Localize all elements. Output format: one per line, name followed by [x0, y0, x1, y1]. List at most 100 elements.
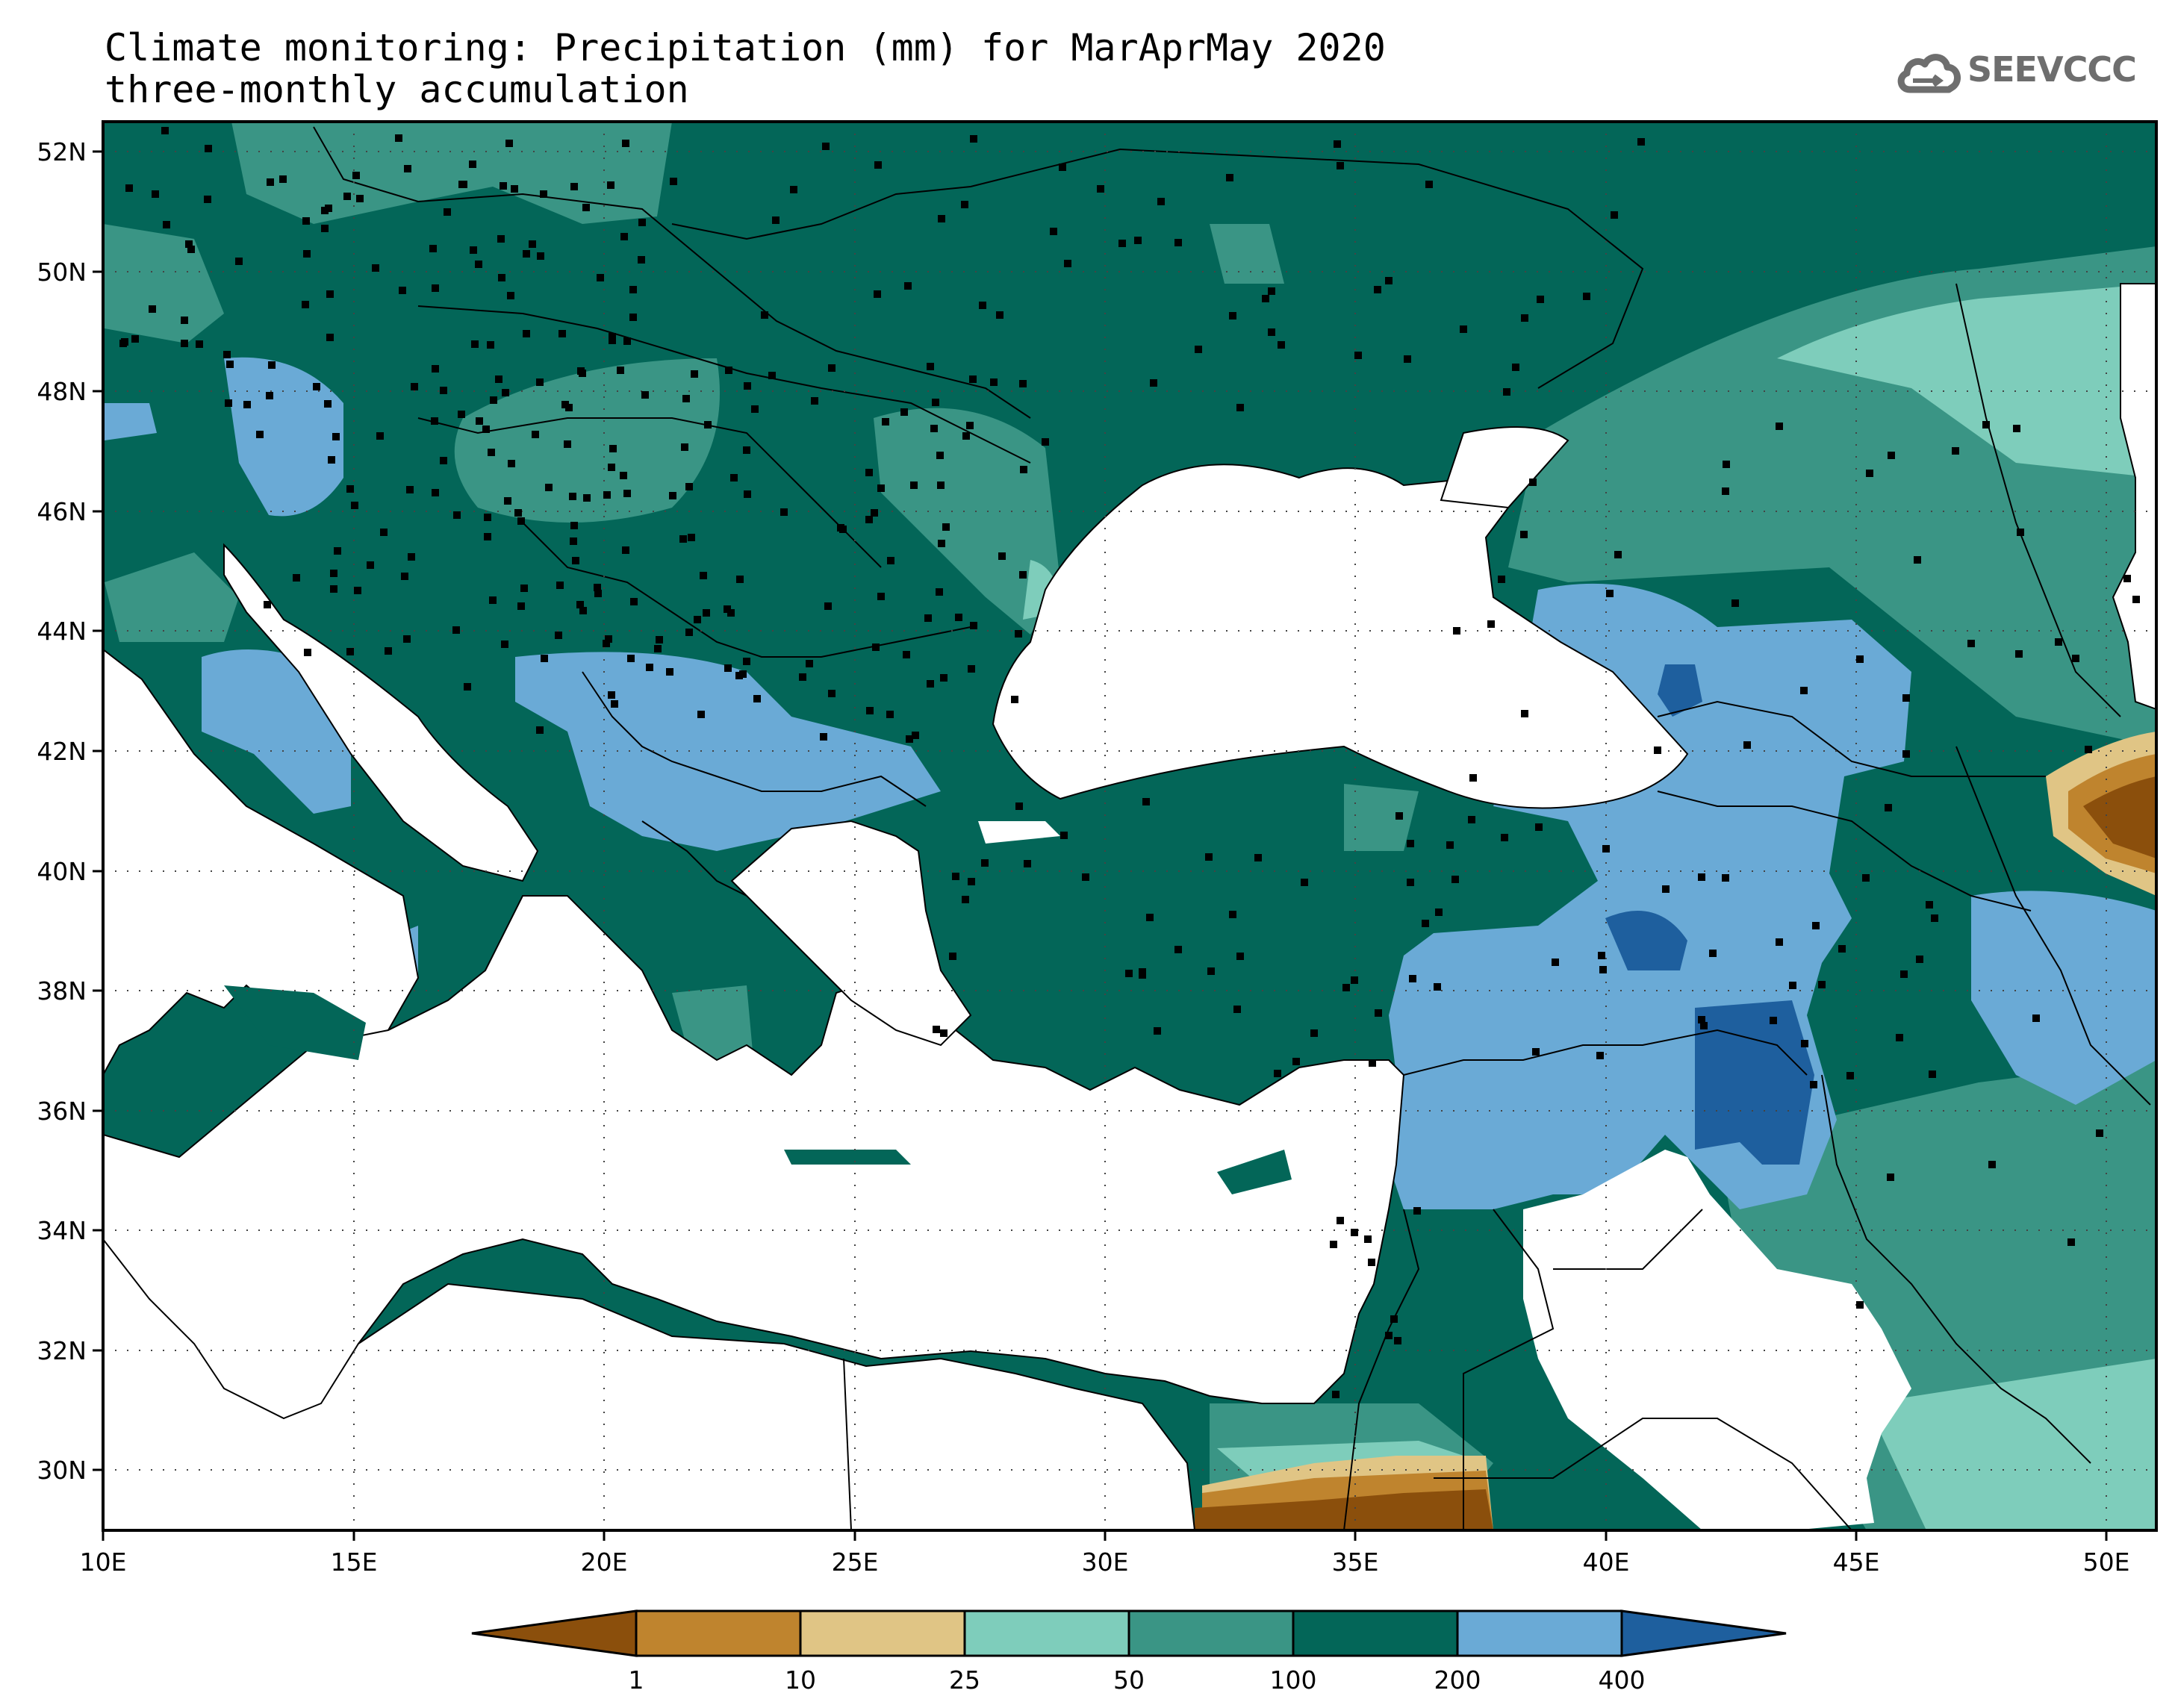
station-marker [452, 626, 460, 634]
station-marker [1134, 237, 1142, 244]
station-marker [1887, 1174, 1894, 1181]
station-marker [866, 707, 874, 714]
station-marker [1982, 421, 1990, 428]
station-marker [2085, 746, 2092, 753]
station-marker [1354, 352, 1362, 359]
station-marker [185, 240, 193, 248]
lon-label: 10E [80, 1548, 127, 1577]
station-marker [1902, 750, 1910, 758]
station-marker [2132, 596, 2140, 603]
station-marker [332, 433, 340, 440]
station-marker [1064, 260, 1071, 267]
station-marker [938, 215, 945, 222]
station-marker [1723, 461, 1730, 468]
station-marker [603, 491, 611, 499]
station-marker [1856, 1301, 1864, 1309]
station-marker [570, 183, 578, 190]
station-marker [354, 587, 361, 594]
station-marker [520, 585, 528, 592]
station-marker [1552, 959, 1559, 966]
station-marker [196, 340, 203, 348]
station-marker [1866, 470, 1873, 477]
station-marker [1698, 1016, 1705, 1023]
station-marker [1375, 1009, 1382, 1017]
colorbar [471, 1609, 1787, 1657]
station-markers [119, 127, 2140, 1398]
lat-label: 40N [37, 857, 87, 886]
station-marker [691, 370, 698, 378]
station-marker [1460, 325, 1467, 333]
station-marker [681, 443, 688, 451]
colorbar-labels: 1 10 25 50 100 200 400 [629, 1665, 1646, 1695]
station-marker [267, 178, 274, 186]
station-marker [1503, 388, 1510, 396]
station-marker [822, 143, 830, 150]
station-marker [1020, 466, 1027, 473]
station-marker [264, 601, 271, 608]
station-marker [623, 490, 631, 497]
station-marker [1150, 379, 1157, 387]
station-marker [125, 184, 133, 192]
station-marker [495, 375, 502, 383]
station-marker [1154, 1027, 1161, 1035]
station-marker [570, 522, 578, 529]
station-marker [572, 557, 579, 564]
station-marker [204, 196, 211, 203]
station-marker [1369, 1059, 1376, 1067]
station-marker [990, 378, 998, 386]
precip-25-50-regions [1023, 284, 2156, 1530]
station-marker [962, 432, 970, 440]
station-marker [1395, 812, 1403, 820]
station-marker [403, 635, 411, 643]
station-marker [293, 574, 300, 582]
colorbar-label: 400 [1599, 1665, 1646, 1695]
station-marker [163, 221, 170, 228]
station-marker [576, 601, 584, 608]
station-marker [697, 711, 705, 718]
station-marker [1205, 853, 1213, 861]
station-marker [961, 201, 968, 208]
station-marker [1342, 984, 1350, 991]
colorbar-segment [799, 1609, 966, 1657]
station-marker [321, 207, 329, 214]
station-marker [704, 421, 712, 428]
lon-label: 20E [581, 1548, 628, 1577]
station-marker [903, 651, 910, 658]
station-marker [505, 140, 513, 147]
station-marker [998, 552, 1006, 560]
station-marker [1236, 953, 1244, 960]
station-marker [1351, 976, 1358, 984]
station-marker [646, 664, 653, 671]
station-marker [968, 665, 975, 673]
station-marker [1521, 710, 1528, 717]
station-marker [837, 524, 844, 532]
station-marker [724, 605, 731, 613]
station-marker [1900, 970, 1908, 978]
station-marker [1146, 914, 1154, 921]
station-marker [1011, 696, 1018, 703]
station-marker [882, 418, 889, 426]
colorbar-label: 200 [1434, 1665, 1481, 1695]
station-marker [432, 284, 439, 292]
station-marker [1015, 630, 1022, 638]
station-marker [820, 733, 827, 741]
station-marker [490, 396, 497, 404]
station-marker [458, 411, 465, 418]
station-marker [131, 335, 139, 343]
station-marker [735, 672, 743, 679]
station-marker [376, 432, 384, 440]
station-marker [930, 425, 938, 432]
station-marker [313, 383, 320, 390]
station-marker [1722, 874, 1729, 882]
station-marker [1498, 576, 1505, 583]
station-marker [1174, 946, 1182, 953]
station-marker [790, 186, 797, 193]
station-marker [541, 655, 548, 662]
station-marker [484, 533, 491, 540]
station-marker [1310, 1029, 1318, 1037]
station-marker [1262, 295, 1269, 302]
station-marker [1926, 901, 1933, 908]
station-marker [2072, 655, 2079, 662]
station-marker [223, 351, 231, 358]
station-marker [1374, 286, 1381, 293]
